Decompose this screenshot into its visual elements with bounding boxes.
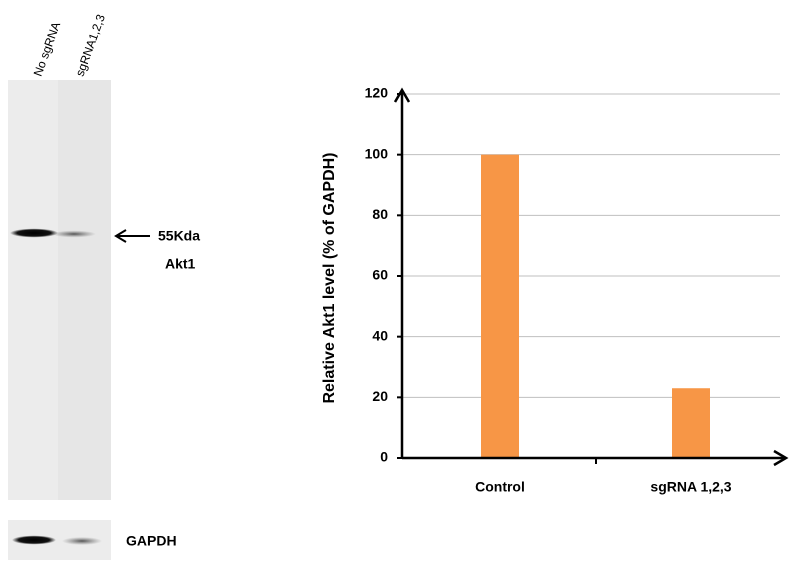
x-tick-label: sgRNA 1,2,3: [650, 479, 731, 495]
y-tick-label: 0: [380, 449, 388, 465]
y-tick-label: 80: [372, 206, 388, 222]
y-tick-label: 100: [365, 145, 389, 161]
y-tick-label: 20: [372, 388, 388, 404]
band-label: 55Kda: [158, 228, 200, 244]
blot-lane: [58, 80, 111, 500]
protein-label: Akt1: [165, 256, 196, 272]
x-tick-label: Control: [475, 479, 525, 495]
gapdh-band: [62, 537, 102, 545]
loading-control-label: GAPDH: [126, 533, 177, 549]
figure: No sgRNA sgRNA1,2,3 55Kda Akt1 GAPDH Rel…: [0, 0, 790, 565]
lane-label: sgRNA1,2,3: [73, 12, 108, 78]
lane-label: No sgRNA: [31, 20, 64, 78]
bar: [481, 155, 519, 458]
blot-band: [52, 231, 96, 238]
y-axis-label: Relative Akt1 level (% of GAPDH): [321, 152, 338, 403]
y-tick-label: 40: [372, 327, 388, 343]
bar: [672, 388, 710, 458]
y-tick-label: 60: [372, 267, 388, 283]
gapdh-band: [12, 536, 56, 545]
y-tick-label: 120: [365, 85, 389, 101]
blot-band: [10, 229, 58, 238]
page: {"blot": {"lanes": ["No sgRNA", "sgRNA1,…: [0, 0, 790, 565]
